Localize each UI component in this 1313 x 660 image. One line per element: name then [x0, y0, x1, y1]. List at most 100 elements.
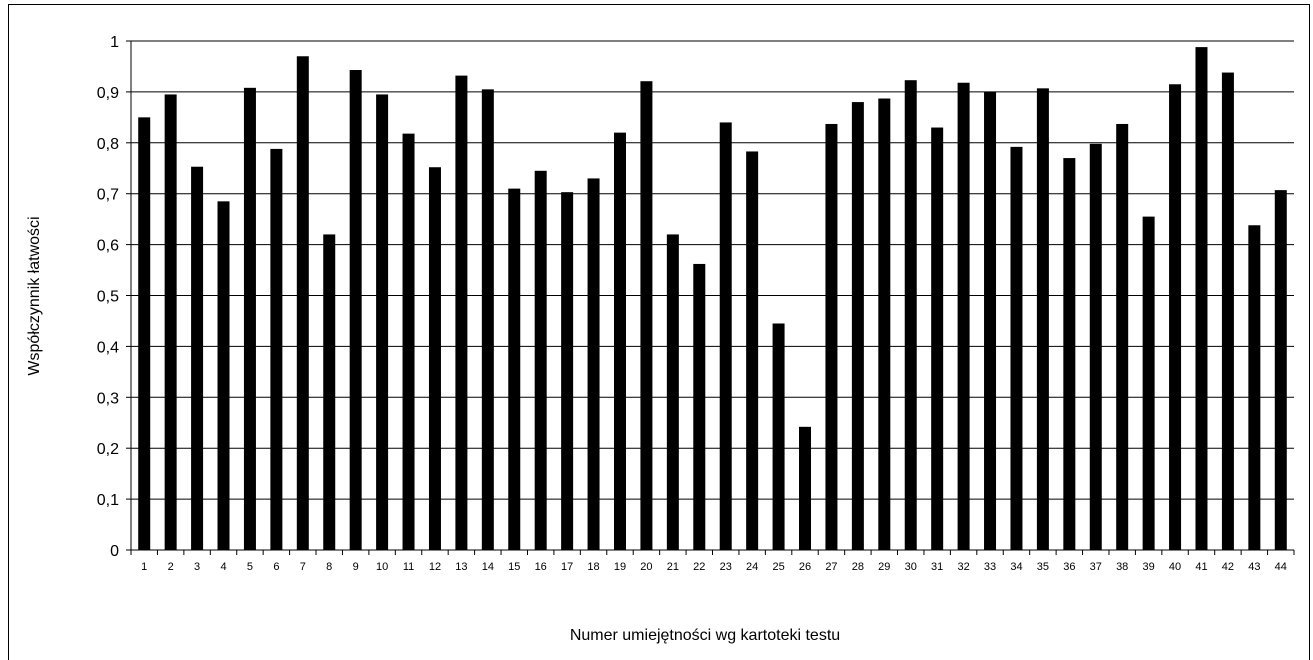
x-tick-label: 41 — [1195, 561, 1207, 573]
x-tick-label: 17 — [561, 561, 573, 573]
x-tick-label: 15 — [508, 561, 520, 573]
y-tick-label: 1 — [110, 34, 119, 51]
bar-38 — [1116, 123, 1129, 550]
x-tick-label: 5 — [247, 561, 253, 573]
x-tick-label: 9 — [353, 561, 359, 573]
bar-18 — [587, 178, 600, 550]
y-tick-label: 0 — [110, 543, 119, 560]
x-tick-label: 38 — [1116, 561, 1128, 573]
x-tick-label: 10 — [376, 561, 388, 573]
x-tick-label: 34 — [1010, 561, 1022, 573]
bar-11 — [402, 133, 415, 550]
bar-9 — [349, 70, 362, 550]
bar-41 — [1195, 47, 1208, 550]
chart-frame — [8, 4, 1310, 660]
bar-10 — [376, 94, 389, 550]
bar-7 — [296, 56, 309, 551]
x-tick-label: 24 — [746, 561, 758, 573]
y-tick-label: 0,5 — [97, 289, 119, 306]
y-tick-label: 0,2 — [97, 441, 119, 458]
x-tick-label: 29 — [878, 561, 890, 573]
bar-17 — [561, 192, 574, 550]
x-tick-label: 1 — [141, 561, 147, 573]
bar-6 — [270, 148, 283, 550]
bar-3 — [191, 166, 204, 550]
x-tick-label: 32 — [957, 561, 969, 573]
bar-33 — [984, 91, 997, 551]
bar-37 — [1089, 143, 1102, 550]
bar-31 — [931, 127, 944, 550]
bar-20 — [640, 81, 653, 550]
bar-43 — [1248, 225, 1261, 550]
bar-44 — [1274, 190, 1287, 550]
x-tick-label: 7 — [300, 561, 306, 573]
bar-28 — [851, 102, 864, 550]
x-tick-label: 33 — [984, 561, 996, 573]
bar-23 — [719, 122, 732, 550]
x-tick-label: 13 — [455, 561, 467, 573]
bar-30 — [904, 80, 917, 551]
x-tick-label: 42 — [1222, 561, 1234, 573]
bar-22 — [693, 263, 706, 550]
x-tick-label: 43 — [1248, 561, 1260, 573]
y-tick-label: 0,4 — [97, 339, 119, 356]
x-tick-label: 25 — [772, 561, 784, 573]
bar-8 — [323, 234, 336, 551]
bar-29 — [878, 98, 891, 550]
x-tick-label: 39 — [1143, 561, 1155, 573]
bar-35 — [1036, 88, 1049, 550]
x-tick-label: 2 — [168, 561, 174, 573]
bar-16 — [534, 170, 547, 551]
x-tick-label: 31 — [931, 561, 943, 573]
x-tick-label: 22 — [693, 561, 705, 573]
y-tick-label: 0,3 — [97, 390, 119, 407]
axes — [126, 40, 1295, 555]
bars — [138, 47, 1287, 551]
bar-2 — [164, 94, 177, 550]
x-tick-label: 26 — [799, 561, 811, 573]
x-tick-label: 19 — [614, 561, 626, 573]
bar-1 — [138, 117, 151, 550]
x-tick-label: 11 — [403, 561, 414, 573]
y-tick-label: 0,8 — [97, 136, 119, 153]
y-axis-title: Współczynnik łatwości — [26, 216, 43, 375]
y-tick-label: 0,1 — [97, 492, 119, 509]
bar-24 — [746, 151, 759, 550]
x-tick-label: 44 — [1275, 561, 1287, 573]
y-tick-labels: 0 0,1 0,2 0,3 0,4 0,5 0,6 0,7 0,8 0,9 1 — [97, 34, 119, 560]
bar-12 — [428, 167, 441, 550]
x-tick-label: 6 — [273, 561, 279, 573]
bar-40 — [1169, 84, 1182, 550]
bar-5 — [243, 87, 256, 550]
bar-36 — [1063, 158, 1076, 550]
bar-26 — [799, 426, 812, 550]
bar-34 — [1010, 146, 1023, 550]
bar-15 — [508, 188, 521, 551]
bar-39 — [1142, 216, 1155, 551]
x-tick-labels: 1 2 3 4 5 6 7 8 9 10 11 12 13 14 15 16 17 18 19 20 21 22 23 24 2… — [141, 561, 1287, 573]
x-tick-label: 37 — [1090, 561, 1102, 573]
x-tick-label: 18 — [587, 561, 599, 573]
x-tick-label: 36 — [1063, 561, 1075, 573]
bar-21 — [666, 234, 679, 551]
x-tick-label: 4 — [220, 561, 226, 573]
y-tick-label: 0,6 — [97, 238, 119, 255]
bar-19 — [613, 132, 626, 550]
bar-14 — [481, 89, 494, 550]
x-tick-label: 16 — [535, 561, 547, 573]
x-tick-label: 40 — [1169, 561, 1181, 573]
bar-32 — [957, 82, 970, 550]
x-tick-label: 35 — [1037, 561, 1049, 573]
bar-27 — [825, 123, 838, 550]
x-tick-label: 30 — [905, 561, 917, 573]
x-tick-label: 28 — [852, 561, 864, 573]
y-tick-label: 0,7 — [97, 187, 119, 204]
bar-13 — [455, 75, 468, 550]
x-tick-label: 27 — [825, 561, 837, 573]
bar-25 — [772, 323, 785, 550]
bar-4 — [217, 201, 230, 550]
x-tick-label: 21 — [667, 561, 679, 573]
x-tick-label: 14 — [482, 561, 494, 573]
